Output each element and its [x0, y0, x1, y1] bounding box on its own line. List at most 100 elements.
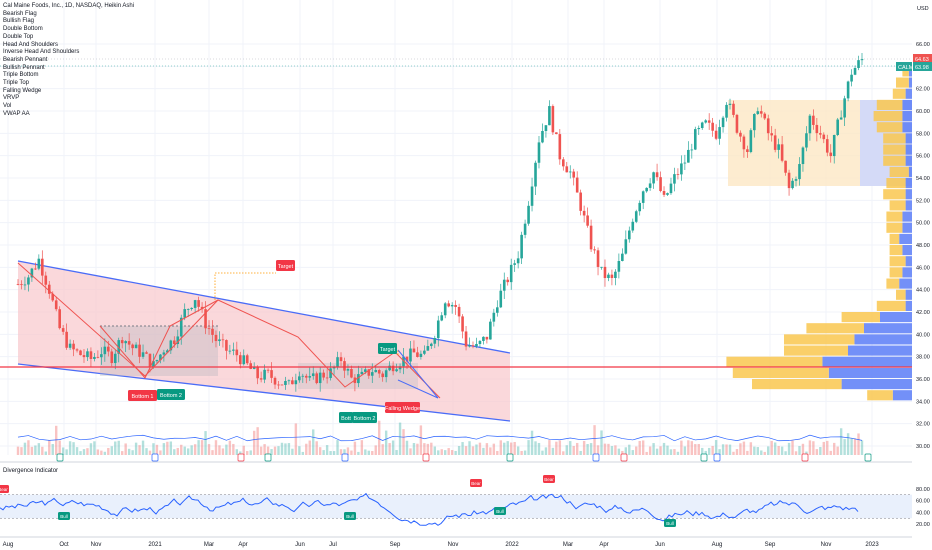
volume-bar	[235, 449, 239, 455]
volume-bar	[673, 449, 676, 455]
volume-bar	[777, 446, 780, 455]
volume-bar	[680, 440, 683, 455]
indicator-item[interactable]: Double Bottom	[3, 26, 43, 33]
candle-body	[791, 180, 794, 189]
volume-bar	[544, 447, 548, 455]
candle-body	[72, 343, 75, 350]
time-tick: Sep	[765, 542, 776, 548]
candle-body	[652, 172, 655, 184]
volume-bar	[93, 441, 96, 455]
candle-body	[218, 339, 221, 342]
volume-bar	[572, 446, 575, 455]
price-tick: 50.00	[916, 221, 930, 227]
indicator-item[interactable]: Triple Top	[3, 80, 30, 87]
volume-bar	[826, 440, 829, 455]
indicator-item[interactable]: Head And Shoulders	[3, 41, 59, 48]
vrvp-up-bar	[902, 66, 909, 77]
currency-label: USD	[917, 6, 929, 12]
price-tick: 34.00	[916, 399, 930, 405]
target-line	[214, 272, 276, 300]
vrvp-up-bar	[873, 111, 903, 122]
candle-body	[680, 163, 683, 175]
indicator-item[interactable]: Bullish Pennant	[3, 64, 45, 71]
candle-body	[318, 372, 322, 384]
candle-body	[440, 315, 444, 321]
candle-body	[443, 303, 447, 316]
volume-bar	[478, 442, 482, 455]
wedge-fill	[18, 261, 510, 421]
candle-body	[735, 114, 739, 133]
volume-bar	[666, 445, 669, 455]
candle-body	[485, 336, 489, 340]
event-marker	[422, 453, 430, 462]
volume-bar	[75, 447, 79, 455]
price-tick: 54.00	[916, 176, 930, 182]
candle-body	[548, 106, 551, 126]
indicator-item[interactable]: VWAP AA	[3, 110, 30, 117]
candle-body	[843, 98, 846, 118]
candle-body	[454, 304, 457, 307]
event-marker	[713, 453, 721, 462]
volume-bar	[704, 450, 707, 455]
volume-bar	[336, 440, 339, 455]
candle-body	[245, 355, 249, 364]
volume-bar	[690, 441, 694, 455]
volume-bar	[416, 443, 419, 455]
candle-body	[749, 130, 753, 153]
time-tick: 2021	[148, 542, 162, 548]
volume-bar	[55, 425, 58, 455]
candle-body	[339, 357, 343, 362]
volume-bar	[836, 446, 839, 455]
indicator-item[interactable]: Double Top	[3, 33, 34, 40]
time-tick: Apr	[238, 542, 247, 548]
indicator-item[interactable]: Bearish Pennant	[3, 56, 48, 63]
volume-bar	[27, 440, 30, 455]
volume-bar	[218, 445, 221, 455]
candle-body	[582, 210, 586, 216]
candle-body	[586, 215, 589, 226]
candle-body	[676, 174, 680, 175]
volume-bar	[364, 449, 367, 455]
candle-body	[186, 309, 190, 310]
candle-body	[238, 355, 242, 365]
volume-bar	[346, 447, 350, 455]
time-tick: Jul	[329, 542, 337, 548]
indicator-item[interactable]: VRVP	[3, 95, 20, 102]
candle-body	[381, 373, 384, 378]
candle-body	[263, 369, 266, 380]
candle-body	[728, 103, 732, 105]
volume-bar	[100, 450, 103, 455]
candle-body	[270, 370, 273, 378]
divergence-signal: Bull	[346, 514, 354, 519]
indicator-item[interactable]: Triple Bottom	[3, 72, 39, 79]
volume-bar	[569, 441, 572, 455]
vrvp-up-bar	[889, 166, 909, 177]
vrvp-up-bar	[726, 356, 823, 367]
indicator-item[interactable]: Bullish Flag	[3, 18, 35, 25]
time-tick: Nov	[91, 542, 102, 548]
volume-bar	[603, 443, 607, 455]
candle-body	[756, 111, 760, 114]
event-marker	[151, 453, 159, 462]
candle-body	[763, 113, 767, 119]
indicator-item[interactable]: Vol	[3, 103, 12, 110]
volume-bar	[239, 451, 242, 455]
volume-bar	[728, 444, 732, 455]
indicator-item[interactable]: Bearish Flag	[3, 10, 37, 17]
candle-body	[603, 266, 607, 279]
volume-bar	[360, 440, 364, 455]
candle-body	[124, 341, 127, 344]
volume-bar	[461, 442, 464, 455]
target-label: Target	[278, 264, 294, 270]
volume-bar	[850, 438, 853, 455]
divergence-signal-bg	[58, 512, 70, 520]
volume-bar	[169, 441, 173, 455]
vrvp-down-bar	[905, 155, 912, 166]
volume-bar	[714, 440, 718, 455]
falling-wedge-label-bg	[385, 402, 420, 413]
indicator-item[interactable]: Falling Wedge	[3, 87, 42, 94]
candle-body	[621, 253, 624, 262]
candle-body	[96, 356, 100, 358]
indicator-item[interactable]: Inverse Head And Shoulders	[3, 49, 80, 56]
